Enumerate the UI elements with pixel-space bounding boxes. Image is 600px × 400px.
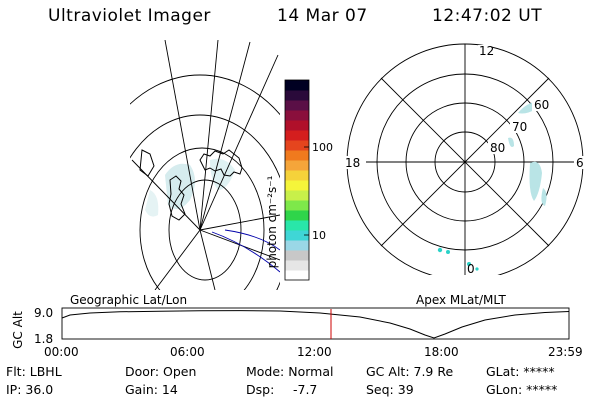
colorbar-tick-label: 10: [312, 229, 326, 242]
glon-info: GLon: *****: [486, 382, 558, 397]
colorbar-segment: [285, 140, 309, 151]
timeline-y-tick-bottom: 1.8: [34, 332, 53, 346]
filter-info: Flt: LBHL: [6, 364, 62, 379]
colorbar-segment: [285, 160, 309, 171]
orbit-altitude-timeline: Geographic Lat/Lon Apex MLat/MLT GC Alt …: [11, 293, 583, 359]
colorbar-segment: [285, 200, 309, 211]
seq-info: Seq: 39: [366, 382, 414, 397]
geographic-projection-panel: [130, 40, 280, 290]
colorbar-segment: [285, 270, 309, 281]
colorbar-unit-label: photon cm⁻²s⁻¹: [265, 175, 279, 268]
colorbar-segment: [285, 150, 309, 161]
mlt-label-6: 6: [576, 156, 584, 170]
colorbar-segment: [285, 240, 309, 251]
gc-alt-info: GC Alt: 7.9 Re: [366, 364, 454, 379]
intensity-colorbar: 100 10 photon cm⁻²s⁻¹: [265, 79, 333, 281]
colorbar-segment: [285, 180, 309, 191]
x-tick-1200: 12:00: [297, 345, 332, 359]
x-tick-0000: 00:00: [44, 345, 79, 359]
colorbar-segment: [285, 170, 309, 181]
colorbar-tick-label: 100: [312, 141, 333, 154]
timeline-y-axis-label: GC Alt: [11, 311, 25, 349]
dsp-label: Dsp:: [246, 382, 275, 397]
mlt-label-12: 12: [479, 44, 494, 58]
observation-time: 12:47:02 UT: [432, 6, 543, 26]
colorbar-segment: [285, 190, 309, 201]
mlat-label-80: 80: [490, 141, 505, 155]
mlt-label-0: 0: [467, 262, 475, 275]
instrument-title: Ultraviolet Imager: [48, 6, 211, 26]
colorbar-segment: [285, 120, 309, 131]
gain-info: Gain: 14: [125, 382, 178, 397]
colorbar-segment: [285, 130, 309, 141]
timeline-left-label: Geographic Lat/Lon: [70, 293, 187, 307]
timeline-y-tick-top: 9.0: [34, 306, 53, 320]
dsp-value: -7.7: [293, 382, 318, 397]
colorbar-segment: [285, 110, 309, 121]
colorbar-segment: [285, 260, 309, 271]
colorbar-segment: [285, 230, 309, 241]
colorbar-segment: [285, 80, 309, 91]
door-info: Door: Open: [125, 364, 197, 379]
mlt-label-18: 18: [345, 156, 360, 170]
colorbar-segment: [285, 220, 309, 231]
timeline-right-label: Apex MLat/MLT: [416, 293, 506, 307]
colorbar-segment: [285, 90, 309, 101]
ip-info: IP: 36.0: [6, 382, 54, 397]
colorbar-segment: [285, 100, 309, 111]
x-tick-1800: 18:00: [424, 345, 459, 359]
mlat-label-70: 70: [512, 120, 527, 134]
colorbar-segment: [285, 250, 309, 261]
mlat-label-60: 60: [534, 98, 549, 112]
polar-mlat-mlt-plot: 12 18 6 0 60 70 80: [342, 43, 586, 275]
mode-info: Mode: Normal: [246, 364, 334, 379]
colorbar-segment: [285, 210, 309, 221]
observation-date: 14 Mar 07: [277, 6, 368, 26]
glat-info: GLat: *****: [486, 364, 555, 379]
altitude-curve: [61, 310, 570, 339]
x-tick-2359: 23:59: [548, 345, 583, 359]
x-tick-0600: 06:00: [170, 345, 205, 359]
